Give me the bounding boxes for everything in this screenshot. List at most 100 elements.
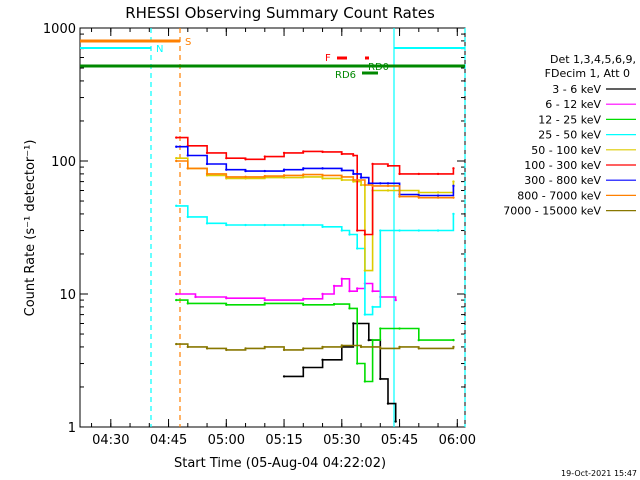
series-line-7 — [176, 160, 454, 199]
series-point-6 — [386, 182, 390, 185]
series-point-1 — [321, 292, 324, 296]
series-point-6 — [379, 182, 382, 185]
series-point-6 — [186, 154, 189, 157]
series-point-3 — [436, 229, 440, 232]
series-point-8 — [225, 348, 228, 352]
series-point-1 — [175, 292, 178, 296]
series-point-6 — [282, 168, 286, 171]
series-point-6 — [175, 145, 178, 148]
series-point-2 — [379, 327, 382, 330]
series-point-3 — [186, 215, 189, 219]
series-point-1 — [394, 298, 397, 302]
series-point-3 — [340, 229, 343, 232]
series-point-1 — [194, 295, 197, 299]
series-point-2 — [363, 380, 367, 383]
series-point-7 — [352, 178, 355, 182]
series-point-0 — [302, 366, 305, 369]
x-tick-label: 05:30 — [323, 433, 360, 448]
legend-header-2: FDecim 1, Att 0 — [545, 67, 630, 80]
series-point-8 — [359, 345, 363, 349]
series-point-0 — [352, 322, 355, 325]
series-point-5 — [398, 172, 401, 176]
series-point-4 — [417, 191, 420, 194]
series-point-2 — [302, 303, 305, 306]
series-point-2 — [452, 338, 455, 342]
series-point-7 — [371, 184, 374, 188]
series-point-7 — [302, 173, 305, 176]
y-axis-label: Count Rate (s⁻¹ detector⁻¹) — [23, 140, 38, 317]
series-point-6 — [302, 167, 305, 170]
x-tick-label: 05:00 — [208, 433, 245, 448]
series-point-3 — [302, 223, 305, 227]
series-point-6 — [205, 162, 209, 166]
series-point-4 — [436, 191, 440, 194]
series-point-5 — [386, 164, 390, 168]
series-point-5 — [205, 151, 209, 155]
series-point-3 — [175, 204, 178, 208]
series-point-3 — [452, 212, 455, 216]
legend-label: 300 - 800 keV — [524, 174, 601, 187]
rd0-label: RD0 — [368, 62, 389, 73]
x-tick-label: 05:45 — [381, 433, 418, 448]
series-point-5 — [436, 172, 440, 176]
series-point-4 — [175, 156, 178, 160]
series-point-5 — [282, 151, 286, 155]
y-tick-label: 1 — [68, 421, 76, 436]
series-point-0 — [386, 402, 390, 405]
series-point-2 — [186, 302, 189, 305]
series-point-8 — [175, 342, 178, 346]
series-point-5 — [321, 150, 324, 154]
series-point-4 — [282, 176, 286, 179]
series-point-7 — [386, 184, 390, 188]
series-line-2 — [176, 299, 454, 383]
series-point-1 — [302, 297, 305, 301]
series-point-4 — [302, 175, 305, 179]
series-point-5 — [371, 162, 374, 166]
series-point-0 — [321, 358, 324, 362]
series-point-2 — [332, 302, 336, 306]
x-tick-label: 04:30 — [92, 433, 129, 448]
series-point-1 — [356, 287, 359, 290]
series-point-3 — [321, 225, 324, 229]
y-tick-label: 10 — [59, 288, 76, 303]
series-point-1 — [340, 277, 343, 281]
legend-label: 800 - 7000 keV — [517, 189, 601, 202]
series-point-0 — [394, 420, 397, 423]
legend-label: 6 - 12 keV — [545, 98, 601, 111]
series-point-7 — [186, 167, 189, 170]
y-tick-label: 1000 — [43, 22, 76, 37]
series-point-3 — [379, 229, 382, 232]
series-point-0 — [379, 377, 382, 381]
series-line-6 — [176, 145, 455, 197]
series-point-8 — [417, 347, 420, 350]
series-point-3 — [417, 229, 420, 232]
legend-label: 25 - 50 keV — [538, 129, 601, 142]
series-point-3 — [363, 313, 367, 316]
series-point-7 — [340, 175, 343, 179]
series-point-6 — [340, 169, 343, 172]
series-point-8 — [452, 345, 455, 349]
series-point-7 — [282, 174, 286, 177]
series-point-5 — [356, 229, 359, 232]
series-point-4 — [386, 189, 390, 192]
saa-label: S — [185, 37, 191, 48]
series-point-6 — [225, 168, 228, 171]
series-point-6 — [352, 172, 355, 176]
series-point-3 — [244, 223, 247, 227]
series-point-2 — [356, 362, 359, 365]
series-point-3 — [205, 222, 209, 225]
series-point-3 — [356, 247, 359, 250]
series-point-7 — [205, 172, 209, 176]
series-point-4 — [363, 269, 367, 272]
series-point-2 — [225, 303, 228, 306]
series-point-3 — [398, 229, 401, 232]
series-point-1 — [332, 284, 336, 288]
x-tick-label: 04:45 — [150, 433, 187, 448]
legend-label: 7000 - 15000 keV — [503, 205, 601, 218]
series-point-7 — [452, 196, 455, 199]
series-point-2 — [371, 338, 374, 342]
series-line-1 — [176, 278, 397, 301]
series-point-5 — [302, 150, 305, 153]
series-point-8 — [282, 348, 286, 352]
